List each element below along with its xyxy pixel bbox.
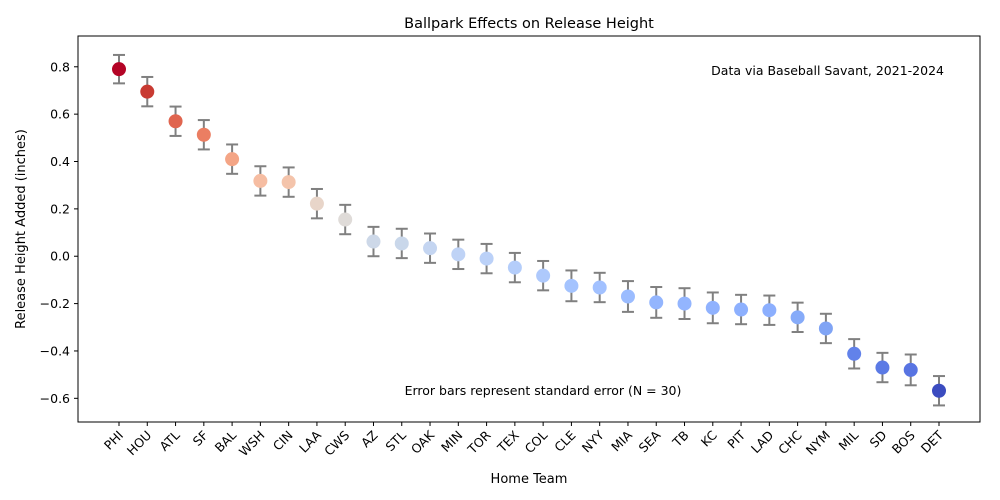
data-point (818, 321, 833, 336)
x-tick-label: PIT (724, 427, 748, 451)
x-tick-label: STL (382, 427, 409, 454)
data-point (168, 114, 183, 129)
x-tick-label: LAD (748, 428, 777, 457)
data-point (536, 268, 551, 283)
x-tick-label: CWS (321, 427, 352, 458)
x-tick-label: MIL (836, 427, 862, 453)
y-tick-label: 0.6 (50, 107, 70, 122)
x-tick-label: ATL (156, 427, 182, 453)
data-point (366, 234, 381, 249)
x-tick-label: KC (698, 427, 720, 449)
y-tick-label: −0.4 (40, 343, 70, 358)
x-tick-label: TEX (494, 427, 523, 456)
annotation-error-bars: Error bars represent standard error (N =… (405, 383, 682, 398)
x-tick-label: TOR (464, 427, 494, 457)
y-axis-label: Release Height Added (inches) (14, 129, 29, 329)
y-tick-label: 0.2 (50, 201, 70, 216)
annotation-source: Data via Baseball Savant, 2021-2024 (711, 63, 944, 78)
data-point (649, 295, 664, 310)
data-point (196, 127, 211, 142)
data-point (479, 251, 494, 266)
data-point (592, 280, 607, 295)
data-point (394, 236, 409, 251)
data-point (423, 241, 438, 256)
x-tick-label: WSH (236, 428, 268, 460)
x-tick-label: LAA (296, 427, 324, 455)
y-tick-label: 0.4 (50, 154, 70, 169)
x-tick-label: MIN (438, 428, 465, 455)
data-point (281, 175, 296, 190)
data-point (253, 173, 268, 188)
data-point (903, 362, 918, 377)
x-tick-label: SF (190, 428, 211, 449)
x-tick-label: CLE (551, 427, 578, 454)
data-point (451, 247, 466, 262)
data-point (564, 278, 579, 293)
y-tick-label: −0.2 (40, 296, 70, 311)
y-tick-label: −0.6 (40, 391, 70, 406)
data-point (338, 212, 353, 227)
x-tick-label: BAL (212, 427, 240, 455)
x-tick-label: HOU (124, 428, 155, 459)
data-point (225, 152, 240, 167)
data-point (112, 62, 126, 77)
y-tick-label: 0.0 (50, 249, 70, 264)
data-point (932, 383, 946, 398)
x-tick-label: AZ (358, 428, 381, 451)
x-tick-label: CIN (270, 428, 296, 454)
data-point (140, 84, 155, 99)
plot-frame (77, 35, 981, 423)
data-point (762, 303, 777, 318)
chart-title: Ballpark Effects on Release Height (404, 16, 654, 32)
x-tick-label: PHI (101, 428, 126, 453)
x-tick-label: DET (918, 427, 947, 456)
data-point (847, 346, 862, 361)
y-tick-label: 0.8 (50, 59, 70, 74)
x-tick-label: NYM (803, 428, 833, 458)
data-point (677, 296, 692, 311)
data-point (790, 310, 805, 325)
x-tick-label: OAK (408, 427, 438, 457)
x-tick-label: NYY (579, 427, 607, 455)
data-point (875, 360, 890, 375)
x-tick-label: BOS (889, 427, 918, 456)
data-point (734, 302, 749, 317)
data-point (705, 300, 720, 315)
x-tick-label: SEA (636, 427, 664, 455)
data-point (309, 196, 324, 211)
x-tick-label: TB (669, 428, 692, 451)
x-tick-label: MIA (608, 427, 635, 454)
x-tick-label: COL (522, 427, 551, 456)
x-tick-label: CHC (775, 427, 805, 457)
x-axis-label: Home Team (491, 472, 568, 487)
x-tick-label: SD (867, 428, 890, 451)
data-point (507, 260, 522, 275)
data-point (620, 289, 635, 304)
